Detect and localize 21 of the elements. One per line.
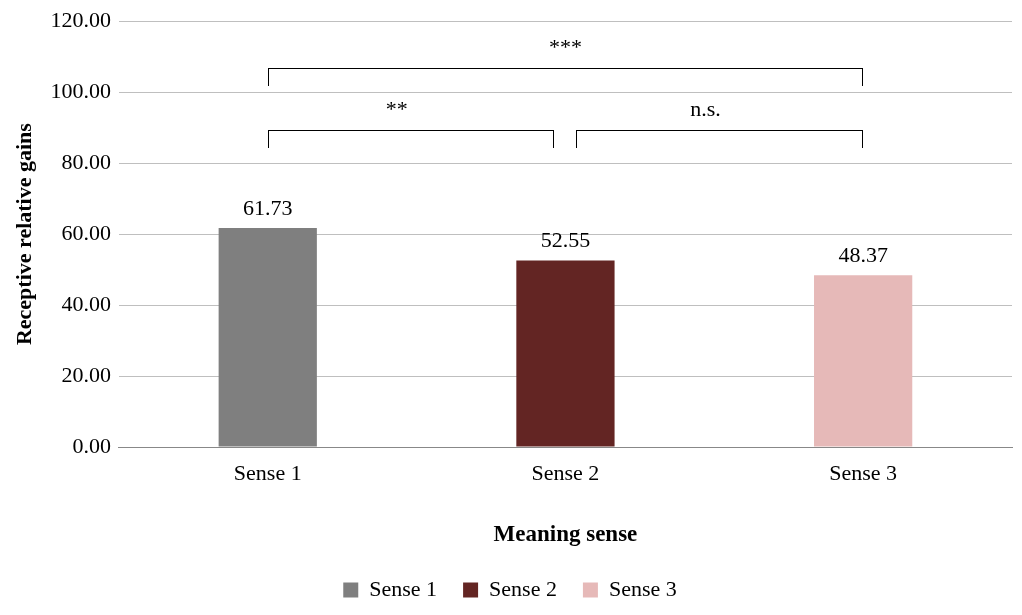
y-tick-label: 20.00 — [61, 361, 111, 387]
y-tick-label: 120.00 — [50, 6, 111, 32]
legend-label: Sense 3 — [608, 575, 677, 601]
y-tick-label: 40.00 — [61, 290, 111, 316]
legend-label: Sense 2 — [489, 575, 557, 601]
x-tick-label: Sense 3 — [829, 459, 898, 485]
x-tick-label: Sense 2 — [531, 459, 600, 485]
y-tick-label: 80.00 — [61, 148, 111, 174]
data-label: 52.55 — [540, 227, 591, 253]
annotation: ** — [385, 95, 408, 122]
y-axis-title: Receptive relative gains — [10, 122, 36, 346]
y-tick-label: 0.00 — [72, 432, 111, 458]
data-label: 61.73 — [243, 194, 293, 220]
data-label: 48.37 — [838, 242, 888, 268]
y-tick-label: 100.00 — [50, 77, 111, 103]
annotation: *** — [548, 34, 582, 61]
x-tick-label: Sense 1 — [233, 459, 302, 485]
x-axis-title: Meaning sense — [493, 521, 638, 547]
legend-label: Sense 1 — [369, 575, 438, 601]
y-tick-label: 60.00 — [61, 219, 111, 245]
annotation: n.s. — [690, 95, 721, 122]
